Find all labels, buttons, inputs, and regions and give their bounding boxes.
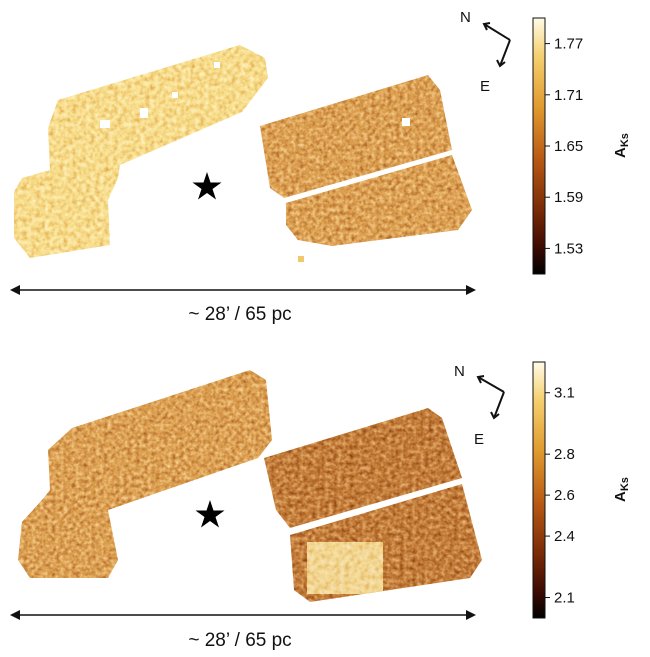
top-compass-north-label: N [460, 9, 471, 26]
top-colorbar-tick-label: 1.59 [554, 189, 583, 206]
bottom-colorbar-ticks: 3.1 2.8 2.6 2.4 2.1 [545, 385, 575, 607]
bottom-compass [476, 375, 505, 420]
top-map-left-field [14, 45, 268, 258]
bottom-panel: N E 3.1 2.8 2.6 2.4 2.1 AKs ~ 28’ / 65 pc [10, 361, 631, 651]
bottom-colorbar-tick-label: 2.6 [554, 487, 575, 504]
bottom-colorbar-label: AKs [612, 477, 631, 502]
top-colorbar-label-sub: Ks [619, 133, 631, 147]
top-colorbar-label: AKs [612, 133, 631, 158]
bottom-map-left-field [18, 370, 272, 578]
bottom-scale-bar [10, 610, 476, 620]
top-star-icon [192, 172, 222, 200]
bottom-scale-label: ~ 28’ / 65 pc [188, 630, 291, 651]
top-colorbar-label-main: A [612, 147, 629, 158]
top-compass-east-label: E [480, 78, 490, 95]
top-compass [482, 22, 511, 68]
top-colorbar-ticks: 1.77 1.71 1.65 1.59 1.53 [545, 36, 583, 257]
bottom-map-bright-patch [307, 542, 383, 594]
top-scale-bar [10, 285, 476, 295]
bottom-compass-north-label: N [454, 363, 465, 380]
bottom-colorbar-label-sub: Ks [619, 477, 631, 491]
bottom-star-icon [195, 500, 225, 528]
top-colorbar-tick-label: 1.77 [554, 36, 583, 53]
bottom-colorbar-tick-label: 2.1 [554, 590, 575, 607]
bottom-colorbar-label-main: A [612, 491, 629, 502]
top-map-gaps [100, 62, 410, 128]
bottom-compass-east-label: E [474, 431, 484, 448]
top-colorbar-tick-label: 1.71 [554, 87, 583, 104]
bottom-colorbar-tick-label: 3.1 [554, 385, 575, 402]
top-colorbar-tick-label: 1.53 [554, 240, 583, 257]
bottom-colorbar-tick-label: 2.4 [554, 528, 575, 545]
bottom-colorbar [532, 361, 546, 619]
top-colorbar-tick-label: 1.65 [554, 138, 583, 155]
bottom-colorbar-tick-label: 2.8 [554, 446, 575, 463]
top-colorbar [532, 17, 546, 275]
top-map-stray-pixel [298, 256, 304, 262]
top-scale-label: ~ 28’ / 65 pc [188, 304, 291, 325]
top-panel: N E 1.77 1.71 1.65 1.59 1.53 AKs ~ 28’ / 65 … [10, 9, 631, 325]
